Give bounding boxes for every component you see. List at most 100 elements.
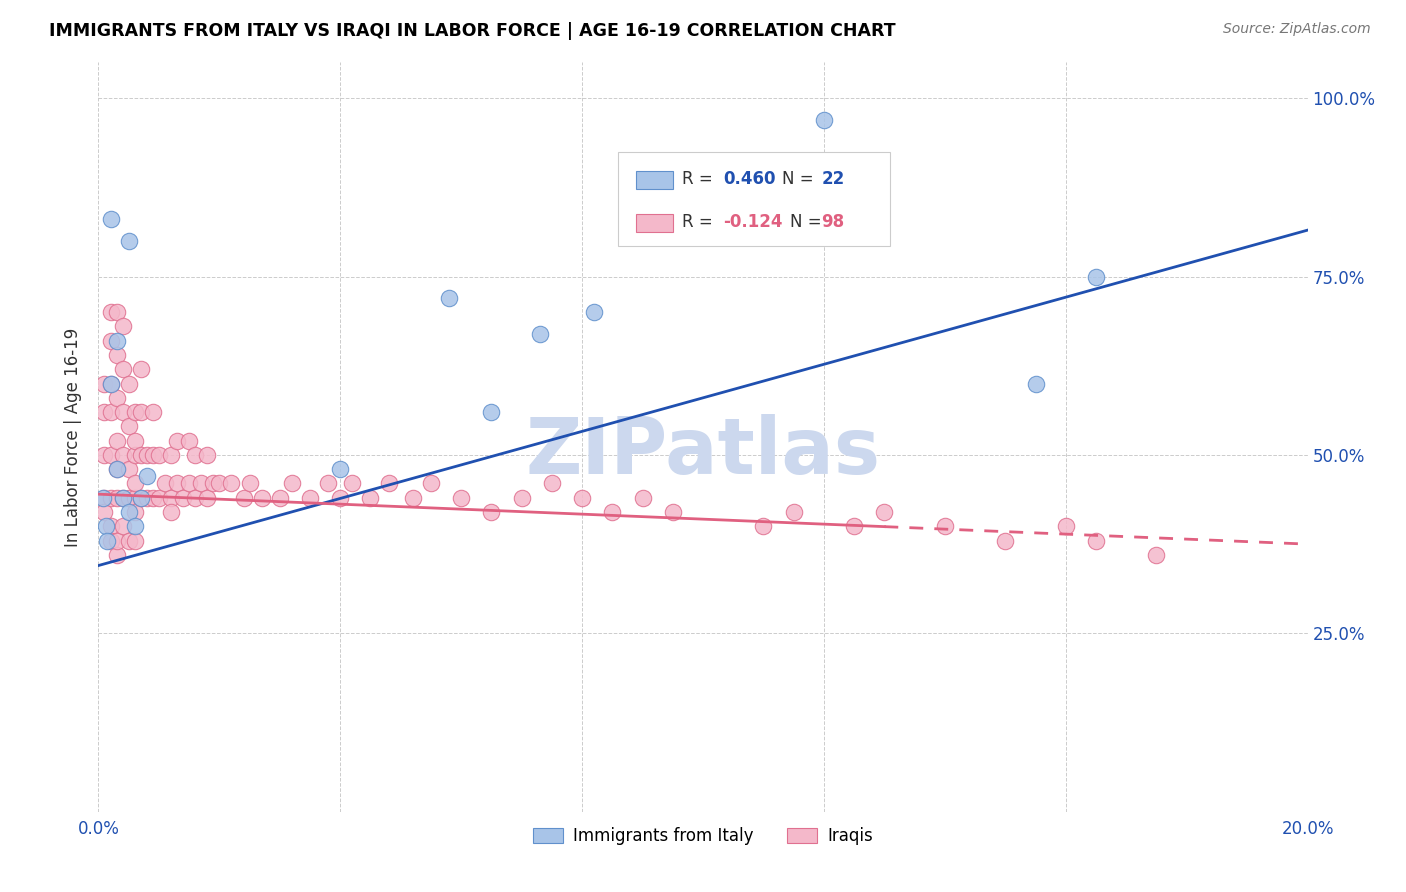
Point <box>529 326 551 341</box>
Point <box>239 476 262 491</box>
Point <box>93 448 115 462</box>
Point <box>105 391 128 405</box>
Point <box>124 505 146 519</box>
Point <box>111 319 134 334</box>
Point <box>481 505 503 519</box>
Text: -0.124: -0.124 <box>724 213 783 231</box>
Point <box>129 362 152 376</box>
Point <box>105 348 128 362</box>
Point <box>316 476 339 491</box>
Point <box>100 376 122 391</box>
Point <box>100 212 122 227</box>
Point <box>202 476 225 491</box>
Point <box>118 491 141 505</box>
Point <box>118 376 141 391</box>
Point <box>661 505 683 519</box>
Point <box>100 448 122 462</box>
Point <box>111 519 134 533</box>
Point <box>160 448 183 462</box>
Point <box>124 533 146 548</box>
Point <box>1085 269 1108 284</box>
Point <box>540 476 562 491</box>
Point <box>142 405 165 419</box>
Point <box>111 405 134 419</box>
Point <box>100 491 122 505</box>
Point <box>93 491 115 505</box>
Point <box>100 334 122 348</box>
Text: R =: R = <box>682 213 718 231</box>
Y-axis label: In Labor Force | Age 16-19: In Labor Force | Age 16-19 <box>65 327 83 547</box>
Point <box>153 476 176 491</box>
Point <box>124 491 146 505</box>
Text: 98: 98 <box>821 213 845 231</box>
Legend: Immigrants from Italy, Iraqis: Immigrants from Italy, Iraqis <box>526 821 880 852</box>
Point <box>166 476 188 491</box>
Point <box>111 362 134 376</box>
Text: Source: ZipAtlas.com: Source: ZipAtlas.com <box>1223 22 1371 37</box>
Point <box>232 491 254 505</box>
Point <box>105 305 128 319</box>
Point <box>221 476 243 491</box>
Point <box>105 491 128 505</box>
Point <box>299 491 322 505</box>
Point <box>118 234 141 248</box>
Point <box>172 491 194 505</box>
Text: N =: N = <box>782 170 818 188</box>
Point <box>91 491 114 505</box>
Point <box>105 533 128 548</box>
Point <box>118 505 141 519</box>
Point <box>118 533 141 548</box>
Point <box>100 376 122 391</box>
Point <box>124 476 146 491</box>
Point <box>844 519 866 533</box>
Point <box>208 476 231 491</box>
Point <box>195 491 218 505</box>
Point <box>160 505 183 519</box>
Point <box>402 491 425 505</box>
Point <box>1085 533 1108 548</box>
Point <box>184 491 207 505</box>
Point <box>124 519 146 533</box>
Point <box>360 491 382 505</box>
Point <box>437 291 460 305</box>
Point <box>752 519 775 533</box>
Point <box>111 491 134 505</box>
Point <box>105 334 128 348</box>
Point <box>934 519 956 533</box>
Point <box>184 448 207 462</box>
Point <box>329 491 352 505</box>
Point <box>329 462 352 476</box>
Text: ZIPatlas: ZIPatlas <box>526 414 880 490</box>
Point <box>160 491 183 505</box>
Text: 22: 22 <box>821 170 845 188</box>
FancyBboxPatch shape <box>637 171 672 189</box>
Point <box>602 505 624 519</box>
Point <box>129 405 152 419</box>
Point <box>96 533 118 548</box>
Point <box>631 491 654 505</box>
Point <box>105 434 128 448</box>
Point <box>377 476 399 491</box>
Point <box>135 491 157 505</box>
FancyBboxPatch shape <box>619 153 890 246</box>
Point <box>148 491 170 505</box>
Point <box>94 519 117 533</box>
Point <box>1024 376 1046 391</box>
Point <box>195 448 218 462</box>
Point <box>124 448 146 462</box>
Point <box>100 405 122 419</box>
Point <box>783 505 806 519</box>
Point <box>105 548 128 562</box>
Point <box>93 505 115 519</box>
Point <box>100 533 122 548</box>
Point <box>420 476 443 491</box>
Point <box>281 476 304 491</box>
Point <box>571 491 593 505</box>
Point <box>105 462 128 476</box>
Point <box>1054 519 1077 533</box>
Point <box>111 448 134 462</box>
Point <box>813 112 835 127</box>
Text: 0.460: 0.460 <box>724 170 776 188</box>
Point <box>190 476 212 491</box>
Point <box>166 434 188 448</box>
